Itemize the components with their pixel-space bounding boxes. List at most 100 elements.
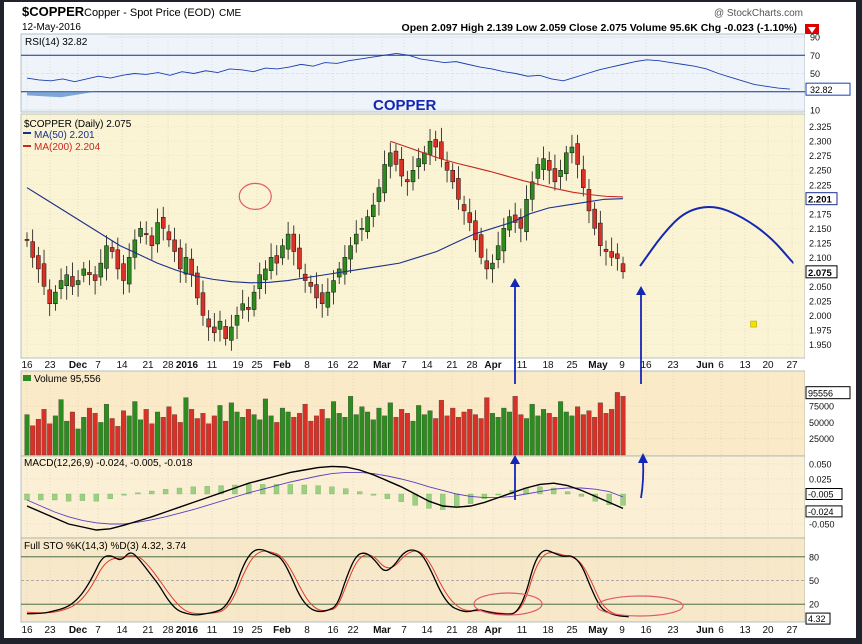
price-last-badge [805, 265, 838, 279]
volume-bar-down [404, 413, 410, 456]
volume-bar-up [535, 415, 541, 456]
x-tick-label: 28 [466, 360, 478, 371]
volume-bar-down [467, 409, 473, 456]
volume-bar-up [52, 415, 58, 456]
macd-last-badge [805, 505, 843, 518]
price-candle-up [331, 280, 336, 293]
price-candle-up [257, 274, 262, 289]
price-candle-down [200, 292, 206, 316]
volume-bar-up [58, 399, 64, 456]
macd-histogram-bar [454, 493, 460, 508]
volume-bar-down [92, 413, 98, 456]
volume-bar-down [450, 407, 456, 456]
volume-bar-down [47, 423, 53, 456]
volume-bar-up [126, 415, 132, 456]
volume-bar-down [149, 423, 155, 456]
price-candle-up [104, 245, 109, 269]
price-candle-down [30, 241, 35, 258]
volume-bar-down [115, 426, 121, 456]
x-tick-label: Jun [696, 625, 714, 636]
sto-circle-april [473, 592, 543, 616]
macd-histogram-bar [398, 493, 404, 502]
price-candle-up [342, 257, 348, 275]
price-candle-up [58, 280, 64, 289]
rsi-tick-label: 90 [810, 33, 820, 43]
price-tick-label: 2.125 [809, 238, 832, 248]
volume-bar-up [268, 415, 274, 456]
x-tick-label: 14 [116, 360, 128, 371]
rsi-line [26, 52, 790, 90]
price-candle-up [427, 140, 433, 155]
x-tick-label: 9 [619, 625, 625, 636]
crossover-circle [238, 182, 272, 210]
volume-bar-up [183, 397, 189, 456]
x-tick-label: 16 [640, 625, 652, 636]
volume-bar-up [376, 407, 382, 456]
price-candle-down [172, 239, 177, 252]
x-tick-label: 7 [401, 360, 407, 371]
price-candle-down [512, 214, 518, 223]
volume-bar-up [24, 414, 30, 456]
volume-bar-up [285, 411, 291, 456]
x-tick-label: 7 [95, 360, 101, 371]
price-candle-down [598, 222, 603, 246]
price-tick-label: 1.975 [809, 325, 832, 335]
sto-k-line [27, 548, 629, 618]
price-tick-label: 2.225 [809, 180, 832, 190]
x-tick-label: May [588, 360, 608, 371]
volume-bar-down [291, 417, 297, 456]
price-candle-down [246, 306, 251, 310]
volume-bar-down [620, 396, 626, 456]
x-tick-label: Apr [484, 625, 501, 636]
volume-bar-up [524, 418, 530, 456]
x-tick-label: 25 [566, 625, 578, 636]
scroll-down-icon[interactable] [805, 24, 819, 36]
projection-arc [639, 206, 795, 267]
x-tick-label: 21 [142, 625, 154, 636]
price-candle-down [620, 263, 626, 273]
macd-histogram-bar [620, 493, 626, 506]
volume-bar-down [121, 410, 126, 456]
panel-titles: RSI(14) 32.82 $COPPER (Daily) 2.075 MA(5… [22, 35, 193, 552]
macd-histogram-bar [315, 485, 321, 495]
volume-bar-down [484, 397, 490, 456]
symbol-name: Copper - Spot Price (EOD) [84, 7, 215, 19]
x-tick-label: 16 [21, 360, 33, 371]
sto-tick-label: 50 [809, 576, 819, 586]
price-candle-up [541, 158, 546, 170]
macd-histogram-bar [38, 493, 44, 501]
price-candle-down [592, 208, 597, 229]
price-candle-up [569, 146, 575, 154]
volume-bar-down [223, 420, 229, 456]
x-tick-label: Mar [373, 625, 391, 636]
volume-bar-down [546, 413, 552, 456]
macd-histogram-bar [162, 489, 169, 495]
x-tick-label: 23 [667, 360, 679, 371]
macd-last-value: -0.024 [808, 507, 834, 517]
price-candle-down [433, 139, 438, 148]
price-candle-down [439, 141, 444, 159]
price-candle-up [98, 262, 104, 278]
price-candle-down [546, 160, 552, 171]
macd-histogram-bar [537, 486, 543, 495]
x-tick-label: 13 [739, 360, 751, 371]
price-last-value: 2.075 [808, 268, 832, 279]
price-candle-down [518, 217, 524, 229]
macd-histogram-bar [135, 492, 141, 495]
marks-layer [24, 52, 790, 618]
price-candle-up [564, 152, 569, 174]
price-tick-label: 2.175 [809, 209, 832, 219]
macd-histogram-bar [495, 493, 501, 496]
x-tick-label: Mar [373, 360, 391, 371]
x-tick-label: 11 [517, 360, 528, 371]
ma50-last-badge [805, 192, 838, 206]
macd-histogram-bar [301, 484, 307, 495]
volume-bar-down [177, 422, 183, 456]
volume-bar-down [592, 417, 598, 456]
x-tick-label: 16 [327, 360, 339, 371]
x-tick-label: 27 [786, 360, 798, 371]
price-candle-down [450, 169, 455, 183]
price-candle-down [36, 255, 41, 270]
volume-bar-up [563, 411, 569, 456]
volume-bar-down [86, 407, 92, 456]
